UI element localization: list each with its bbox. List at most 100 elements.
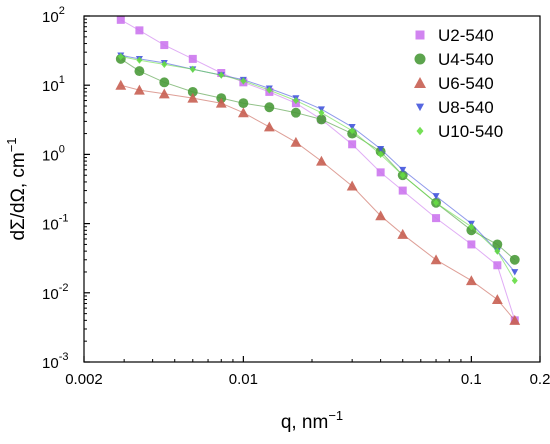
legend-label: U6-540 xyxy=(438,74,494,93)
y-tick-exponent: 1 xyxy=(59,74,65,86)
y-tick-label: 100 xyxy=(42,143,65,164)
data-point xyxy=(467,240,476,249)
data-point xyxy=(511,269,519,276)
data-point xyxy=(215,97,227,108)
y-tick-exponent: -1 xyxy=(59,213,69,225)
data-point xyxy=(348,140,357,149)
series-layer xyxy=(115,15,521,325)
data-point xyxy=(240,77,247,85)
data-point xyxy=(430,254,442,265)
data-point xyxy=(399,166,407,174)
x-tick-label: 0.01 xyxy=(229,371,258,388)
y-tick-exponent: 2 xyxy=(59,5,65,17)
data-point xyxy=(161,60,168,68)
data-point xyxy=(318,109,325,117)
legend-item: U2-540 xyxy=(415,26,494,45)
data-point xyxy=(509,314,521,325)
data-point xyxy=(432,214,441,223)
data-point xyxy=(134,66,145,77)
y-tick-label: 10-2 xyxy=(42,282,68,303)
legend-label: U8-540 xyxy=(438,98,494,117)
legend-label: U4-540 xyxy=(438,50,494,69)
data-point xyxy=(433,199,440,207)
data-point xyxy=(492,239,503,250)
y-tick-label: 10-3 xyxy=(42,351,68,372)
series-fit-line xyxy=(120,19,516,321)
legend-marker xyxy=(414,77,426,88)
legend-label: U2-540 xyxy=(438,26,494,45)
data-point xyxy=(136,56,143,64)
legend-marker xyxy=(414,53,426,65)
data-point xyxy=(263,121,275,132)
data-point xyxy=(116,15,125,24)
y-axis-title-exponent: −1 xyxy=(4,137,19,152)
data-point xyxy=(134,84,145,95)
y-axis-title: dΣ/dΩ, cm−1 xyxy=(4,137,29,240)
legend-marker xyxy=(415,103,425,112)
y-tick-exponent: -2 xyxy=(59,282,69,294)
data-point xyxy=(468,223,475,231)
y-tick-exponent: -3 xyxy=(59,351,69,363)
data-point xyxy=(494,247,501,255)
data-point xyxy=(316,114,327,125)
data-point xyxy=(509,254,520,265)
data-point xyxy=(115,79,127,90)
x-axis-title-exponent: −1 xyxy=(328,408,343,423)
x-axis-title: q, nm−1 xyxy=(281,408,343,433)
series-U10-540 xyxy=(117,52,518,285)
legend-label: U10-540 xyxy=(438,122,503,141)
series-fit-line xyxy=(120,84,516,321)
data-point xyxy=(375,210,387,221)
data-point xyxy=(511,277,518,285)
y-tick-exponent: 0 xyxy=(59,143,65,155)
y-tick-label: 10-1 xyxy=(42,213,68,234)
data-point xyxy=(160,41,169,50)
data-point xyxy=(376,168,385,177)
legend-item: U8-540 xyxy=(415,98,494,117)
data-point xyxy=(397,228,409,239)
data-point xyxy=(218,71,225,79)
legend-item: U6-540 xyxy=(414,74,494,93)
data-point xyxy=(290,107,301,118)
data-point xyxy=(187,86,198,97)
data-point xyxy=(159,77,170,88)
data-point xyxy=(189,65,196,73)
legend-marker xyxy=(416,126,424,136)
data-point xyxy=(117,52,124,61)
x-tick-label: 0.2 xyxy=(530,371,550,388)
series-fit-line xyxy=(120,58,516,261)
data-point xyxy=(135,26,144,35)
x-tick-label: 0.1 xyxy=(461,371,482,388)
data-point xyxy=(377,150,384,158)
data-point xyxy=(491,294,503,305)
data-point xyxy=(349,127,356,135)
data-point xyxy=(346,180,358,191)
data-point xyxy=(290,136,302,147)
legend-item: U4-540 xyxy=(414,50,494,69)
data-point xyxy=(432,193,440,200)
data-point xyxy=(316,155,327,166)
y-tick-label: 101 xyxy=(42,74,65,95)
series-U6-540 xyxy=(115,79,521,325)
data-point xyxy=(292,96,299,105)
data-point xyxy=(465,275,477,286)
series-fit-line xyxy=(120,54,516,273)
data-point xyxy=(188,54,197,63)
legend: U2-540 U4-540 U6-540 U8-540 U10-540 xyxy=(414,26,503,141)
data-point xyxy=(377,146,385,153)
data-point xyxy=(238,98,249,109)
data-point xyxy=(266,86,273,94)
data-point xyxy=(493,261,502,270)
series-fit-line xyxy=(120,56,516,281)
data-point xyxy=(158,88,170,99)
data-point xyxy=(237,107,249,118)
data-point xyxy=(398,186,407,195)
legend-marker xyxy=(415,30,425,40)
data-point xyxy=(399,171,406,179)
legend-item: U10-540 xyxy=(416,122,503,141)
x-tick-label: 0.002 xyxy=(65,371,103,388)
data-point xyxy=(187,92,199,103)
data-point xyxy=(264,102,275,113)
y-tick-label: 102 xyxy=(42,5,65,26)
